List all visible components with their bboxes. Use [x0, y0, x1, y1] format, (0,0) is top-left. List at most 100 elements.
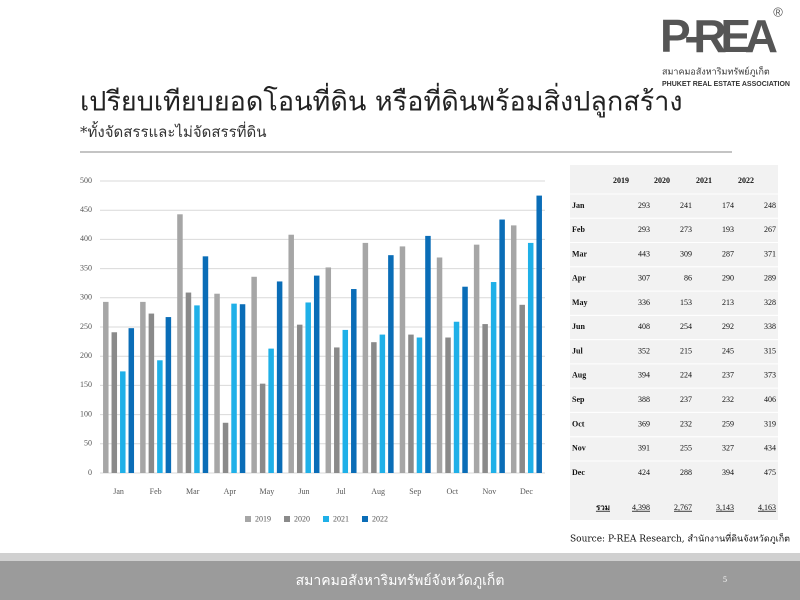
table-header: 2021	[696, 176, 712, 185]
bar	[499, 219, 505, 473]
y-tick-label: 500	[80, 176, 92, 185]
title: เปรียบเทียบยอดโอนที่ดิน หรือที่ดินพร้อมส…	[80, 83, 683, 118]
x-tick-label: Feb	[150, 487, 162, 496]
bar	[111, 332, 118, 473]
bar	[510, 225, 517, 473]
table-cell: 232	[680, 419, 692, 428]
x-tick-label: Oct	[447, 487, 459, 496]
footer-strip	[0, 553, 800, 561]
table-cell: 237	[680, 395, 692, 404]
bar	[408, 334, 414, 473]
table-cell: 475	[764, 468, 776, 477]
y-tick-label: 150	[80, 380, 92, 389]
bar	[194, 305, 200, 473]
table-row-label: Jan	[572, 201, 585, 210]
bar	[231, 303, 237, 473]
source: Source: P-REA Research, สำนักงานที่ดินจั…	[570, 532, 790, 545]
table-cell: 153	[680, 298, 692, 307]
table-row-label: Aug	[572, 371, 586, 380]
bar	[296, 324, 303, 473]
table-cell: 408	[638, 322, 650, 331]
table-cell: 248	[764, 201, 776, 210]
table-cell: 241	[680, 201, 692, 210]
table-total: 3,143	[716, 503, 734, 512]
table-cell: 193	[722, 225, 734, 234]
table-total: 4,398	[632, 503, 650, 512]
table-cell: 273	[680, 225, 692, 234]
table-cell: 352	[638, 346, 650, 355]
table-cell: 237	[722, 371, 734, 380]
table-cell: 336	[638, 298, 650, 307]
table-cell: 309	[680, 249, 692, 258]
table-cell: 86	[684, 274, 692, 283]
x-tick-label: Jul	[336, 487, 346, 496]
table-total: 2,767	[674, 503, 692, 512]
bar	[251, 276, 257, 473]
table-cell: 406	[764, 395, 776, 404]
logo-en: PHUKET REAL ESTATE ASSOCIATION	[662, 81, 790, 88]
table-cell: 328	[764, 298, 776, 307]
bar	[379, 334, 386, 473]
bar	[140, 301, 146, 473]
table-cell: 373	[764, 371, 776, 380]
table-cell: 288	[680, 468, 692, 477]
table-cell: 434	[764, 444, 776, 453]
bar	[148, 313, 155, 473]
legend-swatch	[323, 516, 329, 522]
y-tick-label: 300	[80, 293, 92, 302]
table-cell: 424	[638, 468, 650, 477]
y-tick-label: 350	[80, 263, 92, 272]
table-cell: 215	[680, 346, 692, 355]
bar	[185, 292, 192, 473]
table-cell: 388	[638, 395, 650, 404]
table-cell: 371	[764, 249, 776, 258]
bar	[222, 422, 229, 473]
bar	[388, 255, 394, 473]
table-row-label: May	[572, 298, 588, 307]
table-cell: 319	[764, 419, 776, 428]
x-tick-label: Aug	[371, 487, 385, 496]
y-tick-label: 50	[84, 439, 92, 448]
bar	[445, 337, 451, 473]
legend-swatch	[284, 516, 290, 522]
bar	[527, 242, 534, 473]
table-cell: 315	[764, 346, 776, 355]
table-cell: 290	[722, 274, 734, 283]
bar	[334, 347, 340, 473]
x-tick-label: Sep	[409, 487, 421, 496]
bar	[103, 301, 109, 473]
table-cell: 213	[722, 298, 734, 307]
bar	[177, 214, 183, 473]
bar	[519, 304, 525, 473]
bar	[351, 289, 357, 473]
table-cell: 338	[764, 322, 776, 331]
x-tick-label: Jun	[298, 487, 309, 496]
table-cell: 174	[722, 201, 734, 210]
x-tick-label: Mar	[186, 487, 200, 496]
table-header: 2020	[654, 176, 670, 185]
legend-label: 2021	[333, 514, 349, 523]
bar	[453, 321, 460, 473]
table-cell: 293	[638, 225, 650, 234]
table-cell: 289	[764, 274, 776, 283]
y-tick-label: 450	[80, 205, 92, 214]
table-cell: 259	[722, 419, 734, 428]
legend-swatch	[362, 516, 368, 522]
bar	[490, 282, 497, 473]
table-cell: 369	[638, 419, 650, 428]
logo: P-REA	[660, 10, 778, 62]
table-cell: 394	[722, 468, 734, 477]
footer-text: สมาคมอสังหาริมทรัพย์จังหวัดภูเก็ต	[296, 571, 505, 589]
y-tick-label: 250	[80, 322, 92, 331]
footer-bar	[0, 561, 800, 600]
bar	[462, 286, 468, 473]
x-tick-label: Apr	[224, 487, 237, 496]
table-row-label: Apr	[572, 274, 586, 283]
bar	[371, 342, 377, 473]
table-cell: 287	[722, 249, 734, 258]
table-cell: 254	[680, 322, 692, 331]
bar	[120, 371, 126, 473]
table-cell: 255	[680, 444, 692, 453]
table-total-label: รวม	[596, 503, 610, 512]
